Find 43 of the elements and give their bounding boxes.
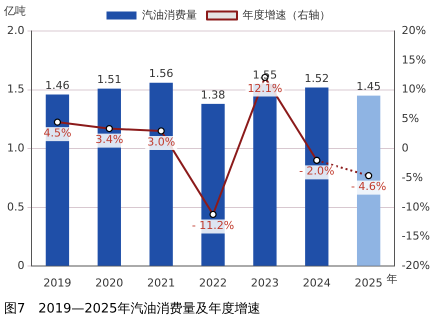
- legend-label: 年度增速（右轴）: [242, 8, 330, 22]
- bar: [149, 82, 173, 266]
- data-label: 1.52: [304, 72, 330, 85]
- y-tick-label: 0: [17, 259, 24, 272]
- legend-label: 汽油消费量: [142, 8, 197, 22]
- x-tick-label: 2023: [250, 276, 279, 290]
- x-tick-label: 2019: [43, 276, 72, 290]
- y-tick-label: 0.5: [6, 200, 24, 214]
- y2-tick-label: -15%: [402, 230, 430, 243]
- x-tick-label: 2024: [302, 276, 331, 290]
- x-axis-title: 年: [386, 272, 398, 286]
- x-tick-label: 2025: [354, 276, 383, 290]
- y2-tick-label: 5%: [402, 112, 420, 126]
- text: 图7 2019—2025年汽油消费量及年度增速: [4, 300, 260, 317]
- x-tick-label: 2020: [95, 276, 124, 290]
- y2-tick-label: 0: [402, 141, 409, 154]
- data-label: - 11.2%: [192, 218, 234, 232]
- data-label: 4.5%: [43, 126, 72, 140]
- data-label: - 4.6%: [350, 180, 386, 194]
- data-label: 1.56: [148, 67, 174, 80]
- data-label: 1.46: [45, 78, 70, 92]
- data-label: 1.38: [200, 88, 226, 102]
- y2-tick-label: -20%: [402, 259, 430, 272]
- x-tick-label: 2021: [147, 276, 176, 290]
- data-label: 1.55: [252, 68, 278, 82]
- y-tick-label: 1.0: [6, 141, 24, 154]
- data-label: 1.51: [97, 72, 122, 86]
- y2-tick-label: -10%: [402, 200, 430, 214]
- bar: [98, 88, 121, 266]
- y2-tick-label: 10%: [402, 82, 426, 96]
- y-axis-title: 亿吨: [3, 4, 26, 18]
- bar: [46, 94, 70, 266]
- y2-tick-label: 15%: [402, 53, 426, 66]
- x-tick-label: 2022: [199, 276, 228, 290]
- data-label: 1.45: [356, 80, 381, 94]
- data-label: - 2.0%: [299, 164, 334, 178]
- y-tick-label: 2.0: [6, 24, 24, 37]
- y-tick-label: 1.5: [6, 82, 24, 96]
- data-label: 3.4%: [95, 132, 124, 146]
- data-label: 3.0%: [147, 135, 176, 148]
- y2-tick-label: -5%: [402, 170, 424, 184]
- y2-tick-label: 20%: [402, 24, 426, 37]
- data-label: 12.1%: [247, 82, 282, 95]
